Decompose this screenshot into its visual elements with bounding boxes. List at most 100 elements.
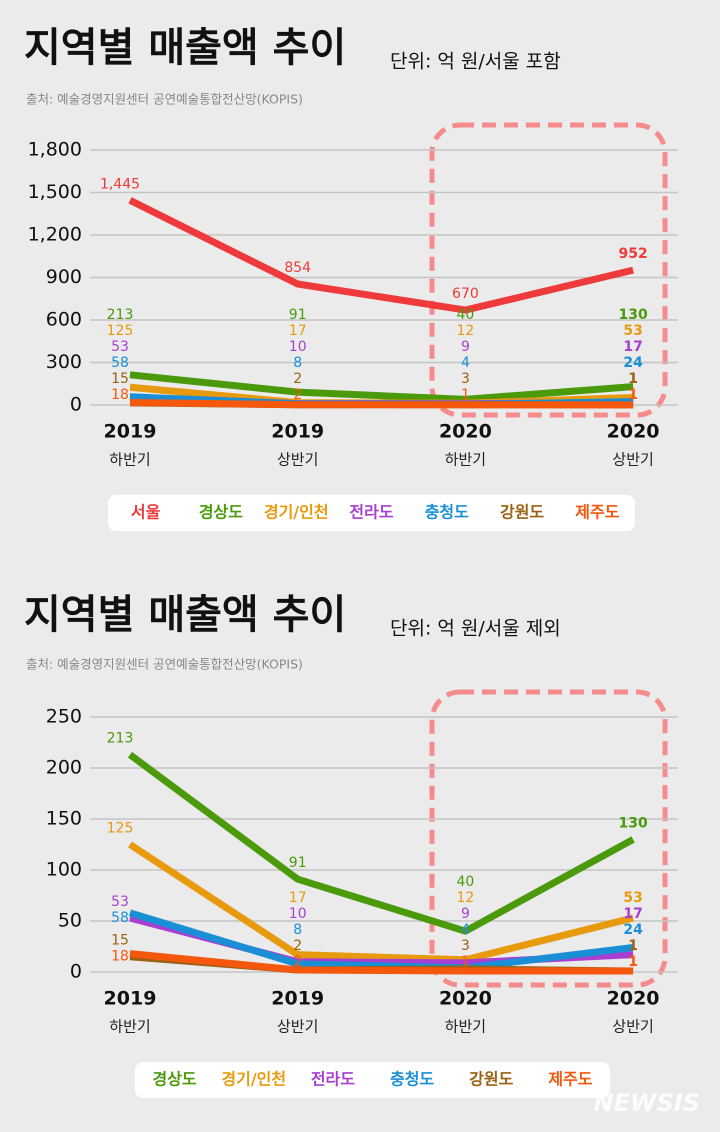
legend-label: 전라도 (349, 503, 393, 522)
x-tick-label: 2019 (271, 421, 324, 443)
data-label: 18 (111, 387, 129, 403)
chart-title: 지역별 매출액 추이 (24, 25, 346, 71)
data-label: 213 (107, 731, 134, 747)
data-label: 58 (111, 910, 129, 926)
series-line (128, 909, 634, 972)
chart-source: 출처: 예술경영지원센터 공연예술통합전산망(KOPIS) (26, 657, 303, 672)
y-tick-label: 1,800 (28, 139, 82, 161)
data-label: 4 (461, 355, 470, 371)
data-label: 8 (293, 922, 302, 938)
data-label: 670 (452, 286, 479, 302)
data-label: 3 (461, 371, 470, 387)
data-label: 2 (293, 954, 302, 970)
series-line (127, 751, 635, 935)
legend-label: 충청도 (425, 503, 469, 522)
data-label: 213 (107, 307, 134, 323)
data-label: 40 (456, 307, 474, 323)
x-tick-label: 2019 (104, 988, 157, 1010)
x-tick-label: 하반기 (445, 451, 486, 469)
x-tick-label: 2020 (607, 988, 660, 1010)
y-tick-label: 600 (46, 309, 82, 331)
legend-label: 전라도 (311, 1070, 355, 1089)
data-label: 1 (628, 954, 638, 970)
data-label: 854 (284, 260, 311, 276)
data-label: 24 (623, 355, 643, 371)
chart-subtitle: 단위: 억 원/서울 포함 (390, 51, 561, 73)
data-label: 130 (618, 815, 647, 831)
data-label: 58 (111, 355, 129, 371)
legend-label: 서울 (131, 503, 161, 522)
legend-label: 제주도 (548, 1070, 592, 1089)
series-line (129, 950, 634, 975)
data-label: 17 (289, 890, 307, 906)
x-tick-label: 2020 (439, 988, 492, 1010)
x-tick-label: 2020 (607, 421, 660, 443)
data-label: 53 (111, 894, 129, 910)
x-tick-label: 상반기 (277, 451, 318, 469)
x-tick-label: 하반기 (109, 451, 150, 469)
legend-label: 충청도 (390, 1070, 434, 1089)
series-line (128, 841, 634, 964)
y-tick-label: 200 (46, 757, 82, 779)
highlight-box (429, 689, 668, 988)
x-tick-label: 2019 (104, 421, 157, 443)
data-label: 17 (623, 339, 642, 355)
data-label: 91 (289, 855, 307, 871)
y-tick-label: 250 (46, 706, 82, 728)
x-tick-label: 하반기 (109, 1018, 150, 1036)
data-label: 1 (461, 954, 470, 970)
x-tick-label: 2020 (439, 421, 492, 443)
y-tick-label: 0 (70, 961, 82, 983)
legend-label: 강원도 (469, 1070, 513, 1089)
data-label: 1 (628, 938, 638, 954)
data-label: 17 (289, 323, 307, 339)
data-label: 18 (111, 949, 129, 965)
x-tick-label: 상반기 (612, 1018, 653, 1036)
y-tick-label: 900 (46, 266, 82, 288)
data-label: 10 (289, 339, 307, 355)
legend-label: 경기/인천 (264, 503, 329, 522)
data-label: 3 (461, 938, 470, 954)
data-label: 8 (293, 355, 302, 371)
chart-title: 지역별 매출액 추이 (24, 592, 346, 638)
legend-box (135, 1062, 610, 1098)
legend-label: 경상도 (152, 1070, 196, 1089)
chart-subtitle: 단위: 억 원/서울 제외 (390, 618, 561, 640)
y-tick-label: 300 (46, 351, 82, 373)
data-label: 4 (461, 922, 470, 938)
y-tick-label: 0 (70, 394, 82, 416)
data-label: 53 (111, 339, 129, 355)
x-tick-label: 하반기 (445, 1018, 486, 1036)
series-line (129, 371, 634, 403)
legend-label: 강원도 (500, 503, 544, 522)
data-label: 130 (618, 307, 647, 323)
legend-box (108, 495, 635, 531)
data-label: 10 (289, 906, 307, 922)
highlight-box (429, 122, 668, 418)
y-tick-label: 1,200 (28, 224, 82, 246)
legend-label: 경기/인천 (221, 1070, 286, 1089)
series-line (129, 398, 634, 409)
y-tick-label: 1,500 (28, 181, 82, 203)
data-label: 12 (456, 890, 474, 906)
y-tick-label: 150 (46, 808, 82, 830)
data-label: 2 (293, 371, 302, 387)
data-label: 2 (293, 938, 302, 954)
x-tick-label: 상반기 (612, 451, 653, 469)
data-label: 2 (293, 387, 302, 403)
legend-label: 제주도 (575, 503, 619, 522)
y-tick-label: 100 (46, 859, 82, 881)
data-label: 1 (461, 387, 470, 403)
legend-label: 경상도 (199, 503, 243, 522)
data-label: 9 (461, 906, 470, 922)
watermark: NEWSIS (594, 1089, 700, 1117)
data-label: 12 (456, 323, 474, 339)
data-label: 125 (107, 821, 134, 837)
data-label: 53 (623, 890, 642, 906)
data-label: 15 (111, 371, 129, 387)
x-tick-label: 상반기 (277, 1018, 318, 1036)
y-tick-label: 50 (58, 910, 82, 932)
data-label: 952 (618, 246, 647, 262)
